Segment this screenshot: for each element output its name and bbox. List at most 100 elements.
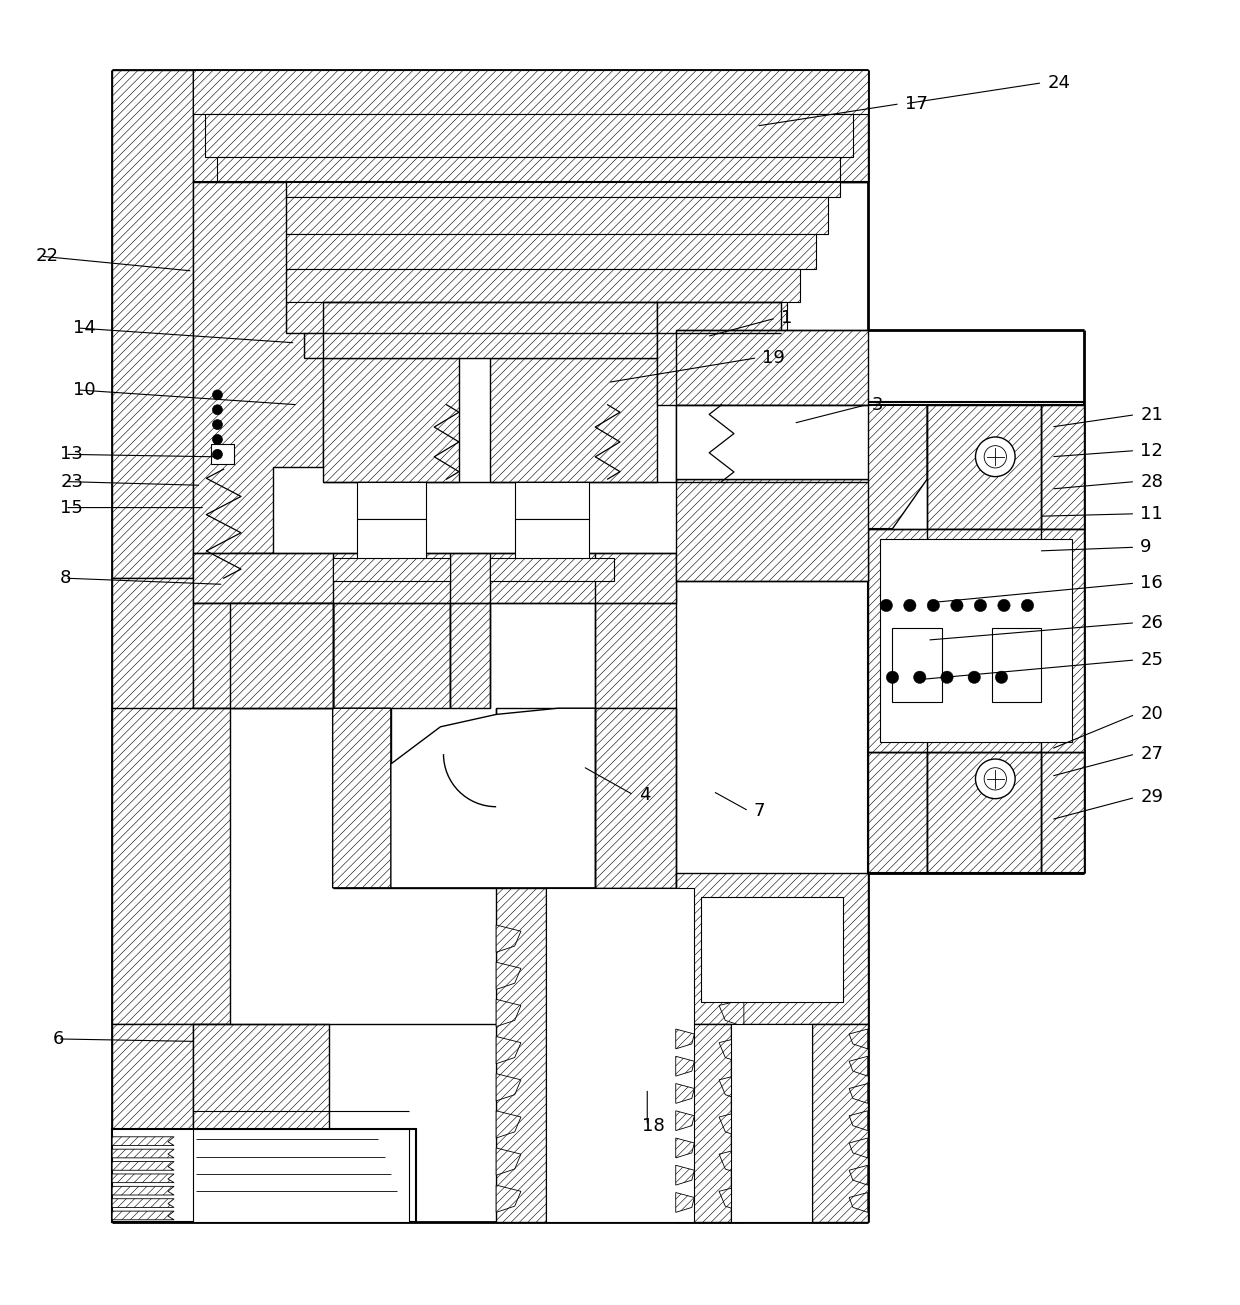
Text: 10: 10 <box>72 381 95 399</box>
Polygon shape <box>676 1138 694 1158</box>
Polygon shape <box>849 1111 868 1130</box>
Polygon shape <box>676 1056 694 1077</box>
Text: 24: 24 <box>1048 74 1070 91</box>
Polygon shape <box>719 1074 744 1101</box>
Polygon shape <box>719 1111 744 1138</box>
Text: 1: 1 <box>781 309 792 328</box>
Circle shape <box>1022 599 1034 612</box>
Polygon shape <box>719 1148 744 1176</box>
Polygon shape <box>719 1185 744 1212</box>
Polygon shape <box>676 330 868 405</box>
Bar <box>192 1129 409 1223</box>
Polygon shape <box>928 405 1042 529</box>
Text: 28: 28 <box>1141 472 1163 491</box>
Polygon shape <box>849 1056 868 1077</box>
Polygon shape <box>496 1036 521 1064</box>
Polygon shape <box>496 1111 521 1138</box>
Bar <box>732 1024 812 1223</box>
Polygon shape <box>849 1083 868 1103</box>
Text: 20: 20 <box>1141 706 1163 723</box>
Text: 7: 7 <box>754 803 765 820</box>
Polygon shape <box>192 70 868 181</box>
Circle shape <box>975 599 987 612</box>
Bar <box>868 402 1085 873</box>
Polygon shape <box>719 1000 744 1027</box>
Bar <box>357 482 425 518</box>
Polygon shape <box>450 581 490 709</box>
Polygon shape <box>205 114 853 157</box>
Polygon shape <box>112 578 192 1024</box>
Polygon shape <box>322 358 459 482</box>
Polygon shape <box>868 405 928 529</box>
Bar <box>893 628 942 702</box>
Polygon shape <box>112 70 192 578</box>
Bar <box>332 559 450 581</box>
Text: 25: 25 <box>1141 651 1163 669</box>
Polygon shape <box>719 1036 744 1064</box>
Circle shape <box>951 599 963 612</box>
Bar <box>515 482 589 518</box>
Circle shape <box>985 445 1007 468</box>
Polygon shape <box>217 157 841 197</box>
Text: 4: 4 <box>639 786 650 804</box>
Text: 16: 16 <box>1141 574 1163 592</box>
Polygon shape <box>391 709 595 887</box>
Polygon shape <box>676 405 781 482</box>
Circle shape <box>212 390 222 399</box>
Circle shape <box>941 671 954 684</box>
Circle shape <box>968 671 981 684</box>
Polygon shape <box>496 1148 521 1176</box>
Polygon shape <box>192 70 868 114</box>
Polygon shape <box>1042 752 1085 873</box>
Text: 26: 26 <box>1141 613 1163 632</box>
Polygon shape <box>229 603 332 709</box>
Polygon shape <box>496 925 521 953</box>
Polygon shape <box>868 529 1085 752</box>
Text: 23: 23 <box>61 472 83 491</box>
Polygon shape <box>112 1211 174 1220</box>
Polygon shape <box>676 1111 694 1130</box>
Text: 6: 6 <box>53 1030 64 1048</box>
Text: 17: 17 <box>905 95 928 112</box>
Polygon shape <box>112 1186 174 1195</box>
Polygon shape <box>676 1083 694 1103</box>
Circle shape <box>914 671 926 684</box>
Text: 15: 15 <box>61 499 83 517</box>
Polygon shape <box>304 333 775 358</box>
Polygon shape <box>332 581 450 709</box>
Bar <box>112 1129 415 1223</box>
Polygon shape <box>112 1024 192 1191</box>
Circle shape <box>212 449 222 459</box>
Polygon shape <box>192 181 322 578</box>
Circle shape <box>985 767 1007 790</box>
Polygon shape <box>496 1185 521 1212</box>
Polygon shape <box>657 301 781 405</box>
Polygon shape <box>496 887 546 1223</box>
Polygon shape <box>676 479 868 581</box>
Polygon shape <box>267 269 800 301</box>
Polygon shape <box>945 539 992 741</box>
Polygon shape <box>112 1137 174 1146</box>
Text: 3: 3 <box>872 395 883 414</box>
Bar <box>546 887 694 1223</box>
Polygon shape <box>868 752 928 873</box>
Circle shape <box>904 599 916 612</box>
Circle shape <box>976 437 1016 476</box>
Polygon shape <box>332 709 496 887</box>
Circle shape <box>996 671 1008 684</box>
Text: 9: 9 <box>1141 538 1152 556</box>
Text: 13: 13 <box>61 445 83 463</box>
Bar <box>496 709 595 887</box>
Polygon shape <box>112 1150 174 1158</box>
Circle shape <box>928 599 940 612</box>
Polygon shape <box>248 234 816 269</box>
Bar <box>490 559 614 581</box>
Text: 29: 29 <box>1141 788 1163 806</box>
Polygon shape <box>192 603 332 709</box>
Polygon shape <box>192 553 676 603</box>
Bar <box>211 445 233 465</box>
Text: 11: 11 <box>1141 505 1163 523</box>
Circle shape <box>998 599 1011 612</box>
Polygon shape <box>694 887 744 1223</box>
Polygon shape <box>781 70 868 181</box>
